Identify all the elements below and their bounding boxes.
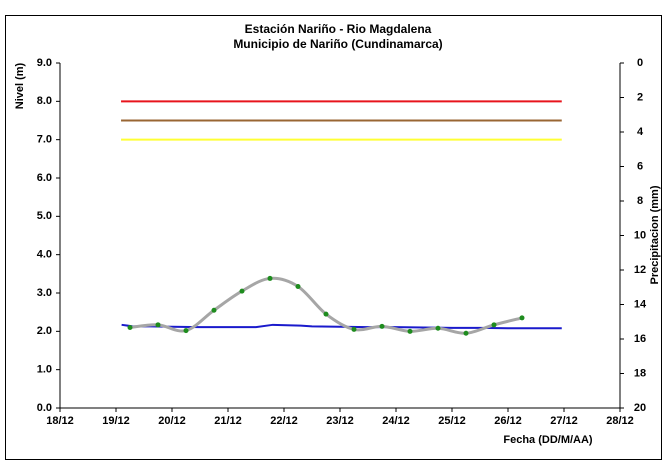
y-tick-label: 2.0 xyxy=(37,325,52,337)
x-tick-label: 27/12 xyxy=(550,415,578,427)
x-tick-label: 25/12 xyxy=(438,415,466,427)
point xyxy=(519,315,525,321)
y-tick-label: 9.0 xyxy=(37,57,52,69)
x-tick-label: 22/12 xyxy=(270,415,298,427)
y2-tick-label: 6 xyxy=(637,160,643,172)
x-tick-label: 23/12 xyxy=(326,415,354,427)
y2-tick-label: 0 xyxy=(637,57,643,69)
y2-tick-label: 8 xyxy=(637,195,643,207)
point xyxy=(239,288,245,294)
chart-subtitle: Municipio de Nariño (Cundinamarca) xyxy=(233,37,442,51)
y2-tick-label: 4 xyxy=(637,126,644,138)
point xyxy=(323,311,329,317)
y2-tick-label: 18 xyxy=(634,367,646,379)
y-tick-label: 7.0 xyxy=(37,134,52,146)
point xyxy=(211,307,217,313)
x-tick-label: 21/12 xyxy=(214,415,242,427)
y-tick-label: 6.0 xyxy=(37,172,52,184)
x-tick-label: 24/12 xyxy=(382,415,410,427)
x-tick-label: 19/12 xyxy=(102,415,130,427)
point xyxy=(491,322,497,328)
y-tick-label: 1.0 xyxy=(37,364,52,376)
point xyxy=(155,322,161,328)
series-line xyxy=(121,323,562,330)
point xyxy=(379,323,385,329)
point xyxy=(463,330,469,336)
y2-tick-label: 10 xyxy=(634,229,646,241)
y-tick-label: 8.0 xyxy=(37,95,52,107)
chart-frame xyxy=(5,15,662,460)
point xyxy=(351,326,357,332)
y-tick-label: 3.0 xyxy=(37,287,52,299)
y2-tick-label: 2 xyxy=(637,91,643,103)
point xyxy=(267,275,273,281)
y-tick-label: 0.0 xyxy=(37,402,52,414)
y2-tick-label: 20 xyxy=(634,402,646,414)
point xyxy=(127,325,133,330)
point xyxy=(407,328,413,334)
x-tick-label: 28/12 xyxy=(606,415,634,427)
y2-tick-label: 14 xyxy=(634,298,647,310)
x-tick-label: 18/12 xyxy=(46,415,74,427)
x-tick-label: 26/12 xyxy=(494,415,522,427)
chart-title: Estación Nariño - Rio Magdalena xyxy=(245,22,432,36)
y-axis-label: Nivel (m) xyxy=(14,62,26,109)
point xyxy=(183,328,189,334)
y2-tick-label: 12 xyxy=(634,264,646,276)
x-tick-label: 20/12 xyxy=(158,415,186,427)
x-axis-label: Fecha (DD/M/AA) xyxy=(503,434,593,446)
y-tick-label: 5.0 xyxy=(37,210,52,222)
y-tick-label: 4.0 xyxy=(37,249,52,261)
y2-axis-label: Precipitacion (mm) xyxy=(649,185,661,284)
point xyxy=(295,283,301,289)
point xyxy=(435,325,441,331)
y2-tick-label: 16 xyxy=(634,333,646,345)
